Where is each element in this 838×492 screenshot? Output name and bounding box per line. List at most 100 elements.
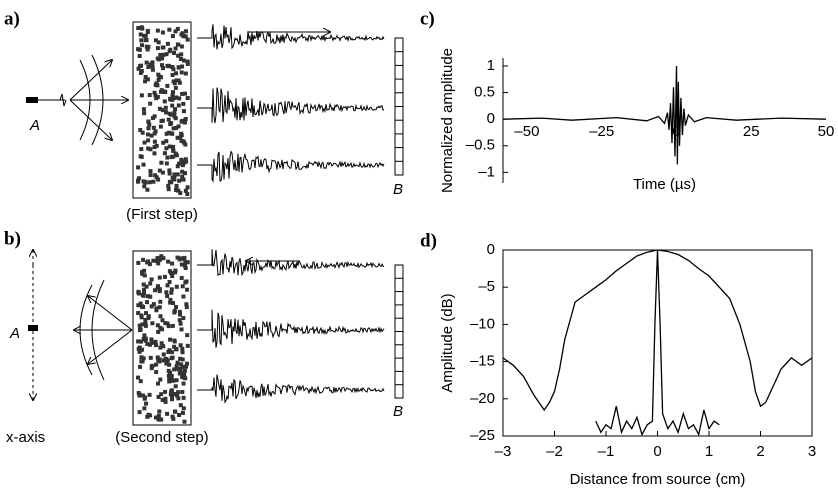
x-tick-label: –3 bbox=[495, 443, 512, 460]
scatterer bbox=[176, 124, 181, 129]
scatterer bbox=[159, 254, 164, 259]
scatterer bbox=[177, 413, 182, 418]
scatterer bbox=[176, 390, 181, 395]
scatterer bbox=[172, 391, 177, 396]
scatterer bbox=[145, 28, 150, 33]
scatterer bbox=[183, 157, 188, 162]
scatterer bbox=[185, 185, 190, 190]
scatterer bbox=[141, 356, 146, 361]
scatterer bbox=[150, 321, 155, 326]
scatterer bbox=[167, 130, 172, 135]
scatterer bbox=[177, 318, 182, 323]
scatterer bbox=[175, 164, 180, 169]
scatterer bbox=[183, 117, 188, 122]
scatterer bbox=[154, 362, 159, 367]
scatterer bbox=[152, 139, 157, 144]
scatterer bbox=[175, 393, 180, 398]
scatterer bbox=[136, 346, 141, 351]
scatterer bbox=[153, 129, 158, 134]
scatterer bbox=[155, 94, 160, 99]
scatterer bbox=[179, 370, 184, 375]
scatterer bbox=[143, 33, 148, 38]
scatterer bbox=[172, 409, 177, 414]
scatterer bbox=[148, 281, 153, 286]
scatterer bbox=[157, 305, 162, 310]
scatterer bbox=[165, 155, 170, 160]
scatterer bbox=[164, 110, 169, 115]
scatterer bbox=[147, 262, 152, 267]
scatterer bbox=[140, 43, 145, 48]
scatterer bbox=[137, 54, 142, 59]
scatterer bbox=[180, 346, 185, 351]
scatterer bbox=[163, 356, 168, 361]
source-label: A bbox=[9, 325, 20, 342]
scatterer bbox=[175, 360, 180, 365]
scatterer bbox=[160, 318, 165, 323]
scatterer bbox=[170, 34, 175, 39]
scatterer bbox=[137, 349, 142, 354]
scatterer bbox=[139, 304, 144, 309]
scatterer bbox=[171, 148, 176, 153]
scatterer bbox=[172, 344, 177, 349]
scatterer bbox=[156, 329, 161, 334]
scatterer bbox=[143, 75, 148, 80]
scatterer bbox=[165, 411, 170, 416]
scatterer bbox=[156, 417, 161, 422]
waveform bbox=[197, 249, 385, 277]
scatterer bbox=[176, 78, 181, 83]
scatterer bbox=[179, 44, 184, 49]
scatterer bbox=[168, 337, 173, 342]
scatterer bbox=[165, 41, 170, 46]
scatterer bbox=[169, 131, 174, 136]
scatterer bbox=[176, 65, 181, 70]
scatterer bbox=[172, 177, 177, 182]
scatterer bbox=[149, 133, 154, 138]
scatterer bbox=[137, 392, 142, 397]
scatterer bbox=[137, 323, 142, 328]
scatterer bbox=[141, 162, 146, 167]
scatterer bbox=[160, 45, 165, 50]
scatterer bbox=[179, 52, 184, 57]
decoration bbox=[136, 24, 404, 424]
scatterer bbox=[139, 355, 144, 360]
scatterer bbox=[156, 284, 161, 289]
pulse bbox=[38, 93, 67, 107]
scatterer bbox=[170, 397, 175, 402]
scatterer bbox=[180, 365, 185, 370]
scatterer bbox=[162, 274, 167, 279]
scatterer bbox=[185, 343, 190, 348]
caption: (Second step) bbox=[115, 429, 208, 446]
scatterer bbox=[165, 283, 170, 288]
scatterer bbox=[141, 282, 146, 287]
scatterer bbox=[150, 363, 155, 368]
scatterer bbox=[136, 178, 141, 183]
scatterer bbox=[138, 63, 143, 68]
scatterer bbox=[156, 381, 161, 386]
data-line bbox=[502, 65, 827, 165]
scatterer bbox=[166, 324, 171, 329]
scatterer bbox=[184, 364, 189, 369]
scatterer bbox=[170, 274, 175, 279]
scatterer bbox=[158, 52, 163, 57]
scatterer bbox=[172, 110, 177, 115]
scatterer bbox=[146, 259, 151, 264]
scatterer bbox=[167, 348, 172, 353]
scatterer bbox=[167, 144, 172, 149]
scatterer bbox=[183, 266, 188, 271]
scatterer bbox=[141, 337, 146, 342]
scatterer bbox=[173, 46, 178, 51]
scatterer bbox=[158, 299, 163, 304]
scatterer bbox=[138, 32, 143, 37]
scatterer bbox=[174, 366, 179, 371]
scatterer bbox=[167, 168, 172, 173]
scatterer bbox=[146, 314, 151, 319]
scatterer bbox=[151, 302, 156, 307]
scatterer bbox=[159, 118, 164, 123]
scatterer bbox=[181, 395, 186, 400]
scatterer bbox=[170, 261, 175, 266]
scatterer bbox=[164, 131, 169, 136]
scatterer bbox=[179, 262, 184, 267]
x-tick-label: 0 bbox=[653, 443, 661, 460]
scatterer bbox=[165, 321, 170, 326]
scatterer bbox=[178, 343, 183, 348]
